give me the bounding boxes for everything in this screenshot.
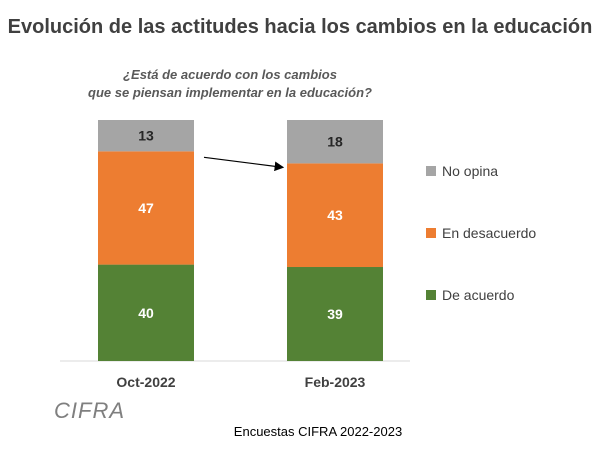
data-label-no-opina-0: 13 (138, 128, 154, 144)
chart-title: Evolución de las actitudes hacia los cam… (7, 16, 593, 38)
x-tick-label-0: Oct-2022 (116, 374, 175, 390)
data-label-de-acuerdo-0: 40 (138, 305, 154, 321)
bar-no-opina-1 (287, 120, 383, 164)
bar-de-acuerdo-1 (287, 267, 383, 361)
legend-label: En desacuerdo (442, 225, 537, 241)
legend-item-de-acuerdo: De acuerdo (426, 287, 514, 303)
legend-item-en-desacuerdo: En desacuerdo (426, 225, 536, 241)
cifra-logo: CIFRA (54, 398, 125, 423)
data-label-en-desacuerdo-1: 43 (327, 207, 343, 223)
legend-swatch (426, 166, 436, 176)
data-label-de-acuerdo-1: 39 (327, 306, 343, 322)
bar-en-desacuerdo-1 (287, 163, 383, 268)
data-label-en-desacuerdo-0: 47 (138, 200, 154, 216)
chart-subtitle: ¿Está de acuerdo con los cambios que se … (60, 66, 400, 102)
x-tick-label-1: Feb-2023 (305, 374, 366, 390)
bar-de-acuerdo-0 (98, 264, 194, 361)
annotation-arrow (203, 156, 285, 172)
legend-label: No opina (442, 163, 499, 179)
legend-swatch (426, 228, 436, 238)
legend-item-no-opina: No opina (426, 163, 498, 179)
legend-swatch (426, 290, 436, 300)
bar-en-desacuerdo-0 (98, 151, 194, 265)
bar-no-opina-0 (98, 120, 194, 152)
legend-label: De acuerdo (442, 287, 515, 303)
subtitle-line-1: ¿Está de acuerdo con los cambios (123, 67, 337, 82)
data-label-no-opina-1: 18 (327, 134, 343, 150)
subtitle-line-2: que se piensan implementar en la educaci… (88, 85, 372, 100)
footer-source: Encuestas CIFRA 2022-2023 (233, 424, 403, 439)
